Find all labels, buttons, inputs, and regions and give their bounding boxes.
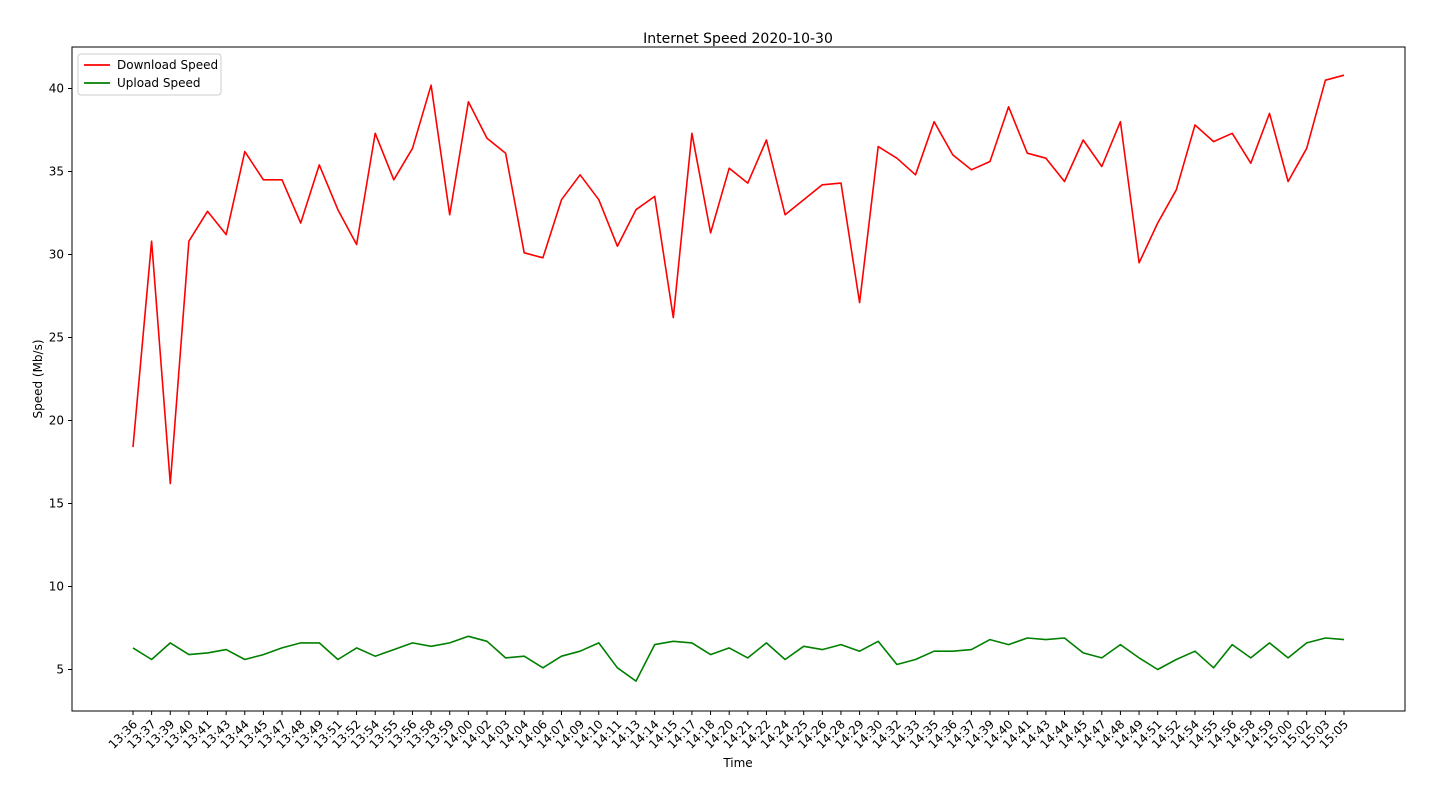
- y-tick-label: 10: [49, 580, 64, 594]
- y-tick-label: 25: [49, 331, 64, 345]
- series-line-download: [132, 74, 1345, 485]
- legend: Download Speed Upload Speed: [77, 53, 222, 96]
- y-axis: 5 10 15 20 25 30 35 40: [49, 82, 72, 677]
- legend-box: [77, 53, 222, 96]
- y-tick-label: 40: [49, 82, 64, 96]
- y-tick-label: 20: [49, 414, 64, 428]
- x-axis-label: Time: [722, 756, 752, 770]
- y-tick-label: 30: [49, 248, 64, 262]
- legend-label: Download Speed: [117, 58, 218, 72]
- y-tick-label: 35: [49, 165, 64, 179]
- y-tick-label: 15: [49, 497, 64, 511]
- chart-title: Internet Speed 2020-10-30: [643, 31, 833, 47]
- plot-area: [132, 74, 1345, 682]
- y-axis-label: Speed (Mb/s): [31, 339, 45, 418]
- legend-label: Upload Speed: [117, 76, 200, 90]
- series-line-upload: [132, 635, 1345, 682]
- y-tick-label: 5: [56, 663, 64, 677]
- plot-frame: [71, 46, 1406, 712]
